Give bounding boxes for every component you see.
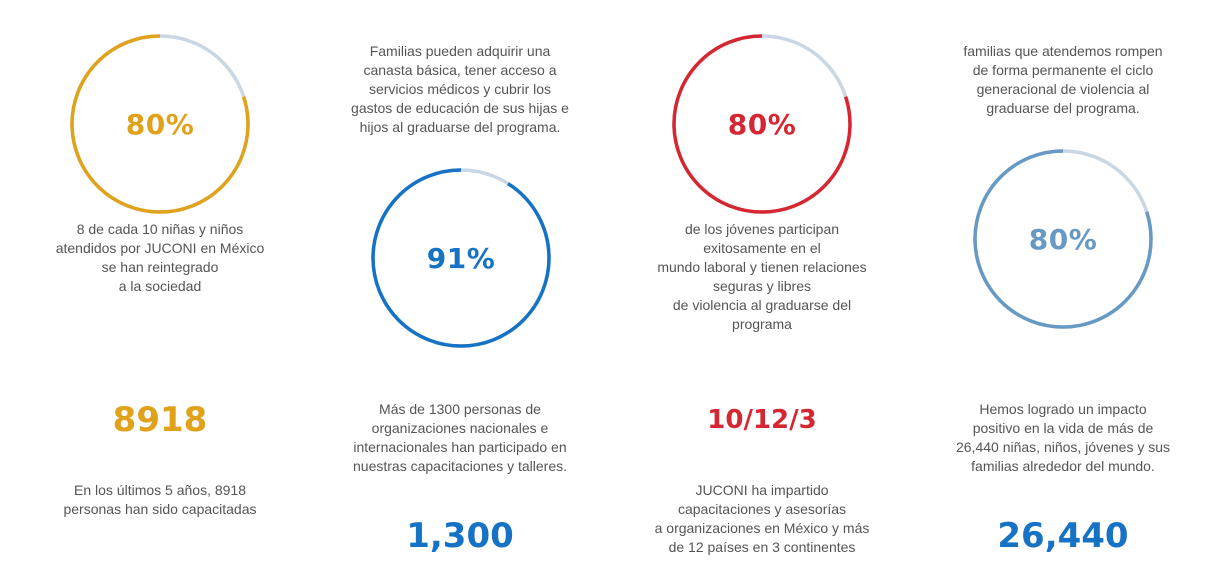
big-number-1: 8918 bbox=[112, 400, 208, 440]
ring-description-1: 8 de cada 10 niñas y niños atendidos por… bbox=[55, 221, 265, 294]
ring-graphic-1 bbox=[70, 34, 250, 214]
stat-column-1: 80% 8 de cada 10 niñas y niños atendidos… bbox=[7, 0, 313, 587]
ring-description-2: Familias pueden adquirir una canasta bás… bbox=[351, 43, 569, 135]
ring-description-4: familias que atendemos rompen de forma p… bbox=[963, 43, 1163, 116]
progress-ring-2: 91% bbox=[370, 167, 552, 349]
percent-label-1: 80% bbox=[125, 107, 195, 141]
ring-arc-3 bbox=[672, 34, 852, 214]
progress-ring-4: 80% bbox=[972, 148, 1154, 330]
ring-arc-4 bbox=[973, 149, 1153, 329]
big-number-description-1: En los últimos 5 años, 8918 personas han… bbox=[63, 482, 257, 517]
big-number-description-2: Más de 1300 personas de organizaciones n… bbox=[353, 401, 567, 474]
ring-graphic-4 bbox=[973, 149, 1153, 329]
big-number-3: 10/12/3 bbox=[707, 405, 817, 435]
stat-column-2: Familias pueden adquirir una canasta bás… bbox=[307, 0, 613, 587]
ring-arc-1 bbox=[70, 34, 250, 214]
percent-label-4: 80% bbox=[1028, 222, 1098, 256]
big-number-4: 26,440 bbox=[997, 516, 1129, 556]
ring-graphic-2 bbox=[371, 168, 551, 348]
percent-label-2: 91% bbox=[426, 241, 496, 275]
stat-column-3: 80% de los jóvenes participan exitosamen… bbox=[609, 0, 915, 587]
big-number-2: 1,300 bbox=[406, 516, 514, 556]
progress-ring-1: 80% bbox=[69, 33, 251, 215]
ring-graphic-3 bbox=[672, 34, 852, 214]
ring-description-3: de los jóvenes participan exitosamente e… bbox=[657, 221, 867, 332]
ring-arc-2 bbox=[371, 168, 551, 348]
big-number-description-3: JUCONI ha impartido capacitaciones y ase… bbox=[654, 482, 870, 555]
percent-label-3: 80% bbox=[727, 107, 797, 141]
stat-column-4: familias que atendemos rompen de forma p… bbox=[910, 0, 1216, 587]
big-number-description-4: Hemos logrado un impacto positivo en la … bbox=[955, 401, 1171, 474]
progress-ring-3: 80% bbox=[671, 33, 853, 215]
